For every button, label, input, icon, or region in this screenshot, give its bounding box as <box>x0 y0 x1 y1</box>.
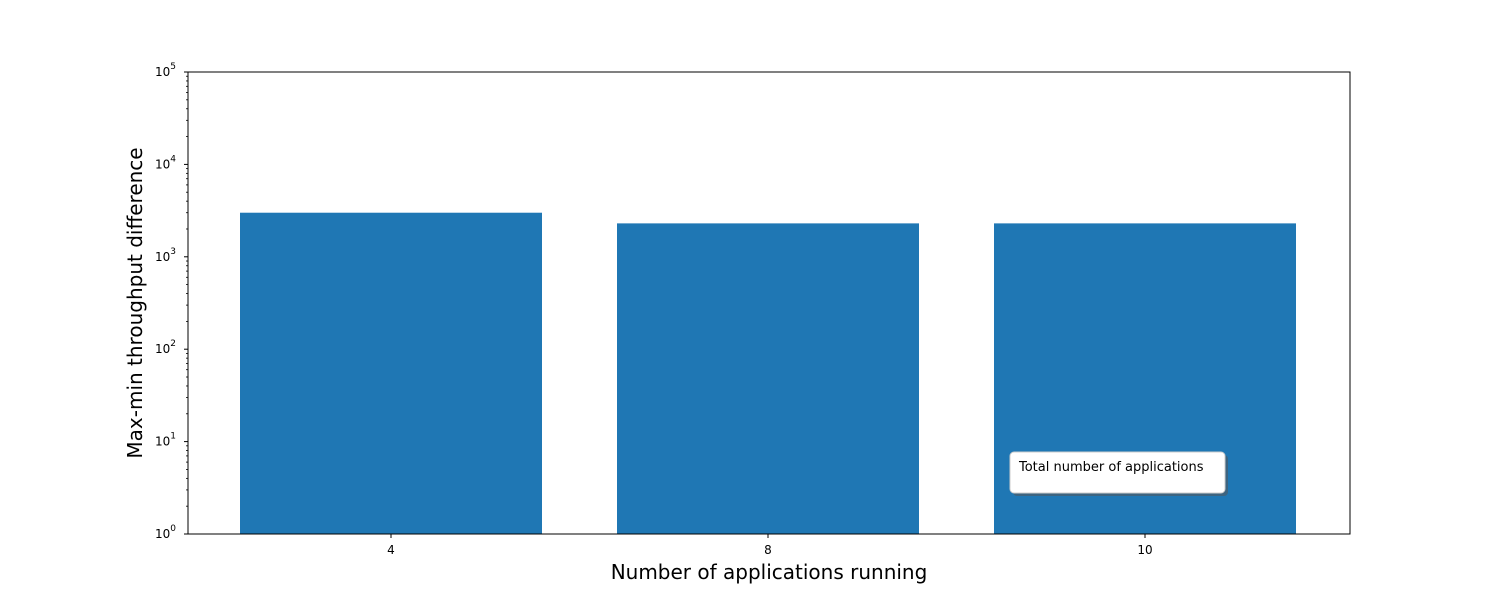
x-tick-label-4: 4 <box>387 543 395 557</box>
legend-box <box>1009 451 1226 494</box>
x-tick-label-8: 8 <box>764 543 772 557</box>
y-tick-exponent: 4 <box>170 154 176 164</box>
y-tick-exponent: 1 <box>170 432 176 442</box>
y-tick-label: 100 <box>155 524 176 541</box>
y-tick-label: 104 <box>155 154 176 171</box>
x-axis: 4 8 10 <box>387 534 1153 557</box>
y-tick-exponent: 3 <box>170 247 176 257</box>
y-tick-base: 10 <box>155 157 170 171</box>
y-tick-base: 10 <box>155 435 170 449</box>
x-tick-label-10: 10 <box>1137 543 1152 557</box>
plot-frame <box>187 71 1351 535</box>
legend: Total number of applications <box>1009 451 1228 496</box>
y-tick-exponent: 2 <box>170 339 176 349</box>
bar-4 <box>240 212 542 534</box>
y-tick-base: 10 <box>155 65 170 79</box>
y-tick-base: 10 <box>155 527 170 541</box>
y-tick-exponent: 5 <box>170 62 176 72</box>
y-tick-label: 102 <box>155 339 176 356</box>
y-tick-label: 103 <box>155 247 176 264</box>
y-tick-base: 10 <box>155 250 170 264</box>
y-tick-exponent: 0 <box>170 524 176 534</box>
y-tick-base: 10 <box>155 342 170 356</box>
x-axis-label: Number of applications running <box>611 560 928 584</box>
bar-8 <box>617 223 919 534</box>
y-axis-label: Max-min throughput difference <box>123 147 147 458</box>
y-tick-label: 101 <box>155 432 176 449</box>
y-tick-label: 105 <box>155 62 176 79</box>
legend-title: Total number of applications <box>1018 460 1204 475</box>
